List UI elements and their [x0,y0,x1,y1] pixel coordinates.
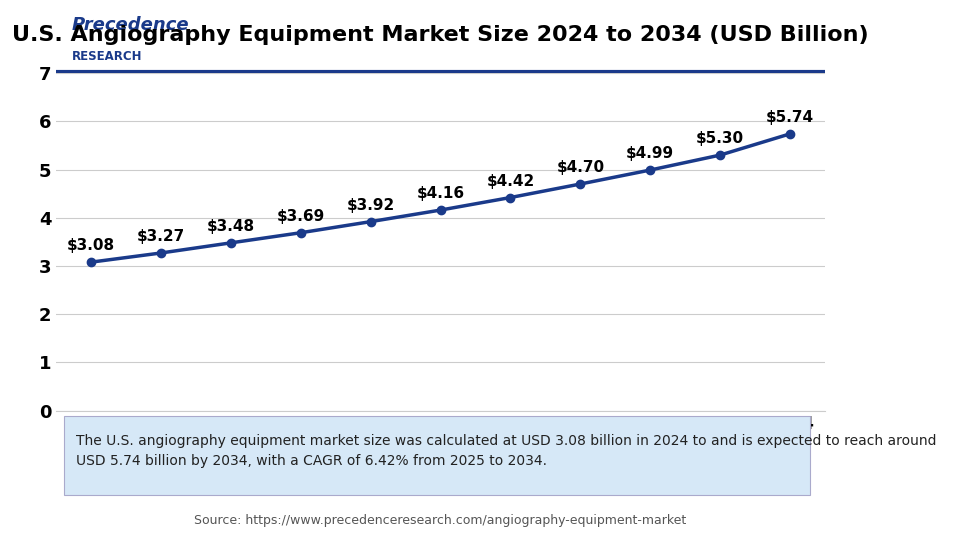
Text: $4.16: $4.16 [417,186,465,201]
Text: Source: https://www.precedenceresearch.com/angiography-equipment-market: Source: https://www.precedenceresearch.c… [195,514,686,527]
Text: $3.69: $3.69 [276,209,325,224]
Text: $3.48: $3.48 [207,219,255,234]
Text: $4.99: $4.99 [626,146,674,161]
Text: $5.74: $5.74 [766,110,814,125]
Text: $3.08: $3.08 [67,239,115,253]
Text: $3.27: $3.27 [137,230,185,244]
Text: Precedence: Precedence [72,16,189,34]
FancyBboxPatch shape [64,416,809,495]
Text: $4.42: $4.42 [487,174,535,189]
Text: $4.70: $4.70 [556,160,605,176]
Text: RESEARCH: RESEARCH [72,50,142,63]
Text: The U.S. angiography equipment market size was calculated at USD 3.08 billion in: The U.S. angiography equipment market si… [76,434,936,468]
Text: $3.92: $3.92 [347,198,395,213]
Text: $5.30: $5.30 [696,131,744,146]
Text: U.S. Angiography Equipment Market Size 2024 to 2034 (USD Billion): U.S. Angiography Equipment Market Size 2… [12,25,869,45]
